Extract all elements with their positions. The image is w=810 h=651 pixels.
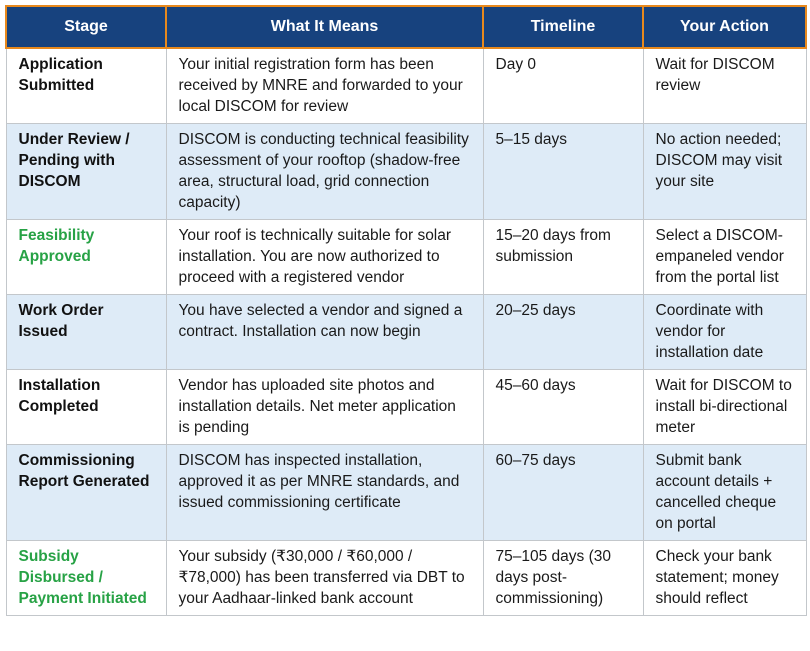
table-row: Application Submitted Your initial regis… <box>5 47 807 124</box>
means-cell: DISCOM is conducting technical feasibili… <box>165 123 484 220</box>
table-row: Feasibility Approved Your roof is techni… <box>5 219 807 295</box>
action-cell: Wait for DISCOM review <box>642 47 807 124</box>
stage-cell: Application Submitted <box>5 47 167 124</box>
means-cell: Your initial registration form has been … <box>165 47 484 124</box>
means-cell: DISCOM has inspected installation, appro… <box>165 444 484 541</box>
table-row: Commissioning Report Generated DISCOM ha… <box>5 444 807 541</box>
table-row: Installation Completed Vendor has upload… <box>5 369 807 445</box>
stage-cell: Under Review / Pending with DISCOM <box>5 123 167 220</box>
table-row: Under Review / Pending with DISCOM DISCO… <box>5 123 807 220</box>
header-cell-stage: Stage <box>5 5 167 49</box>
table-row: Subsidy Disbursed / Payment Initiated Yo… <box>5 540 807 616</box>
timeline-cell: 15–20 days from submission <box>482 219 644 295</box>
action-cell: Coordinate with vendor for installation … <box>642 294 807 370</box>
means-cell: You have selected a vendor and signed a … <box>165 294 484 370</box>
stage-cell: Commissioning Report Generated <box>5 444 167 541</box>
action-cell: Select a DISCOM-empaneled vendor from th… <box>642 219 807 295</box>
timeline-cell: 75–105 days (30 days post-commissioning) <box>482 540 644 616</box>
timeline-cell: 5–15 days <box>482 123 644 220</box>
table-body: Application Submitted Your initial regis… <box>5 47 807 616</box>
action-cell: Check your bank statement; money should … <box>642 540 807 616</box>
page: Stage What It Means Timeline Your Action… <box>5 5 807 616</box>
process-stages-table: Stage What It Means Timeline Your Action… <box>5 5 807 616</box>
stage-cell: Feasibility Approved <box>5 219 167 295</box>
means-cell: Your roof is technically suitable for so… <box>165 219 484 295</box>
header-cell-timeline: Timeline <box>482 5 644 49</box>
timeline-cell: Day 0 <box>482 47 644 124</box>
timeline-cell: 60–75 days <box>482 444 644 541</box>
action-cell: Wait for DISCOM to install bi-directiona… <box>642 369 807 445</box>
table-header: Stage What It Means Timeline Your Action <box>5 5 807 49</box>
timeline-cell: 20–25 days <box>482 294 644 370</box>
header-row: Stage What It Means Timeline Your Action <box>5 5 807 49</box>
header-cell-your-action: Your Action <box>642 5 807 49</box>
timeline-cell: 45–60 days <box>482 369 644 445</box>
action-cell: Submit bank account details + cancelled … <box>642 444 807 541</box>
action-cell: No action needed; DISCOM may visit your … <box>642 123 807 220</box>
stage-cell: Installation Completed <box>5 369 167 445</box>
stage-cell: Work Order Issued <box>5 294 167 370</box>
table-row: Work Order Issued You have selected a ve… <box>5 294 807 370</box>
means-cell: Vendor has uploaded site photos and inst… <box>165 369 484 445</box>
stage-cell: Subsidy Disbursed / Payment Initiated <box>5 540 167 616</box>
means-cell: Your subsidy (₹30,000 / ₹60,000 / ₹78,00… <box>165 540 484 616</box>
header-cell-what-it-means: What It Means <box>165 5 484 49</box>
